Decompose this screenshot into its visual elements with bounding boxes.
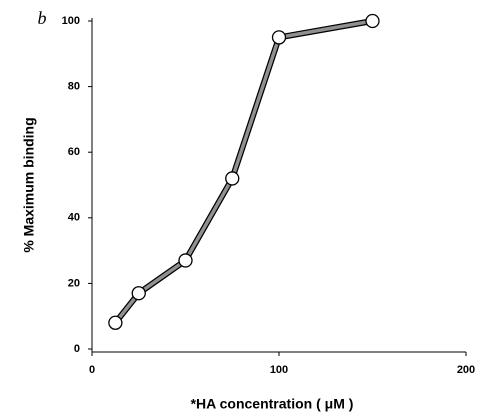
x-tick-label: 100 (270, 364, 288, 376)
point (108, 315, 123, 330)
x-tick-label: 200 (457, 364, 475, 376)
point (225, 171, 240, 186)
y-tick-label: 80 (68, 81, 80, 93)
y-tick-label: 0 (74, 343, 80, 355)
point (271, 30, 287, 45)
panel-label: b (38, 8, 47, 28)
point (365, 13, 380, 29)
y-tick-label: 40 (68, 212, 80, 224)
point (178, 253, 193, 268)
x-axis-title: *HA concentration ( μM ) (191, 396, 354, 412)
y-tick-label: 20 (68, 277, 80, 289)
y-tick-label: 60 (68, 146, 80, 158)
line (114, 19, 373, 324)
y-tick-label: 100 (62, 15, 80, 27)
line-outline (113, 18, 374, 325)
x-tick-label: 0 (89, 364, 95, 376)
point (131, 286, 146, 301)
y-axis-title: % Maximum binding (21, 117, 37, 252)
